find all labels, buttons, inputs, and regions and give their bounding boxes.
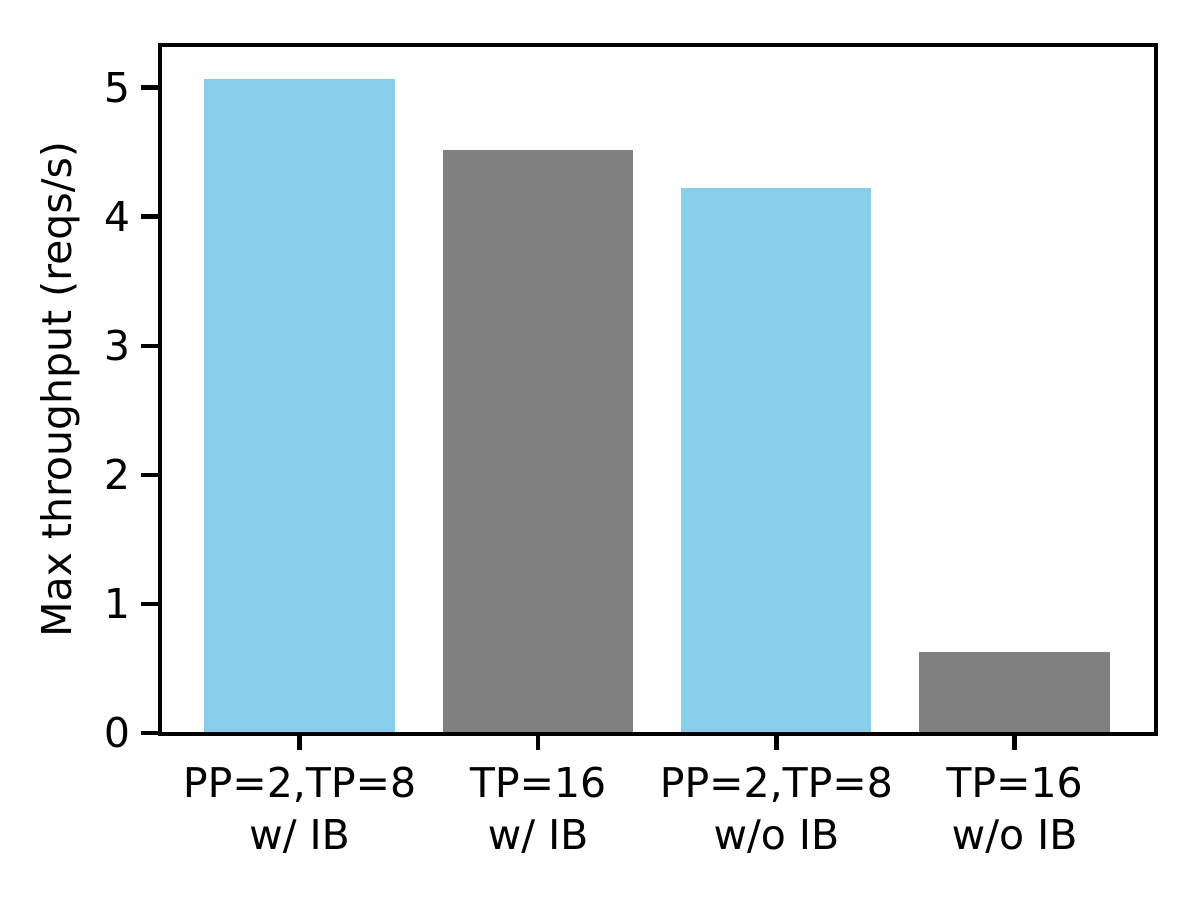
- y-tick-label: 3: [103, 321, 130, 370]
- bars-layer: [160, 45, 1155, 733]
- y-tick-label: 5: [103, 63, 130, 112]
- y-tick-label: 4: [103, 192, 130, 241]
- y-tick-label: 2: [103, 450, 130, 499]
- x-tick-label-line2: w/o IB: [713, 811, 840, 859]
- y-tick-mark: [141, 472, 160, 478]
- x-tick-label: PP=2,TP=8 w/o IB: [566, 757, 986, 861]
- x-tick-label-line2: w/ IB: [249, 811, 350, 859]
- x-tick-label-line2: w/o IB: [951, 811, 1078, 859]
- y-tick-mark: [141, 730, 160, 736]
- x-tick-label-line1: PP=2,TP=8: [659, 759, 893, 807]
- x-tick-label-line1: TP=16: [946, 759, 1083, 807]
- x-tick-label: PP=2,TP=8 w/ IB: [89, 757, 509, 861]
- x-tick-label: TP=16 w/ IB: [328, 757, 748, 861]
- y-tick-mark: [141, 214, 160, 219]
- y-tick-label: 1: [103, 579, 130, 628]
- y-tick-mark: [141, 601, 160, 607]
- bar-2: [681, 188, 872, 733]
- y-tick-mark: [141, 343, 160, 348]
- y-tick-label: 0: [103, 709, 130, 757]
- x-tick-mark: [535, 734, 541, 750]
- y-tick-mark: [141, 85, 160, 90]
- x-tick-label-line2: w/ IB: [487, 811, 589, 859]
- x-tick-label-line1: TP=16: [469, 759, 607, 807]
- bar-0: [204, 78, 395, 733]
- bar-1: [442, 149, 633, 733]
- x-tick-mark: [774, 734, 779, 750]
- x-tick-label: TP=16 w/o IB: [805, 757, 1200, 861]
- x-tick-mark: [1012, 734, 1017, 750]
- bar-3: [919, 651, 1110, 733]
- x-tick-label-line1: PP=2,TP=8: [182, 759, 417, 807]
- x-tick-mark: [297, 734, 302, 750]
